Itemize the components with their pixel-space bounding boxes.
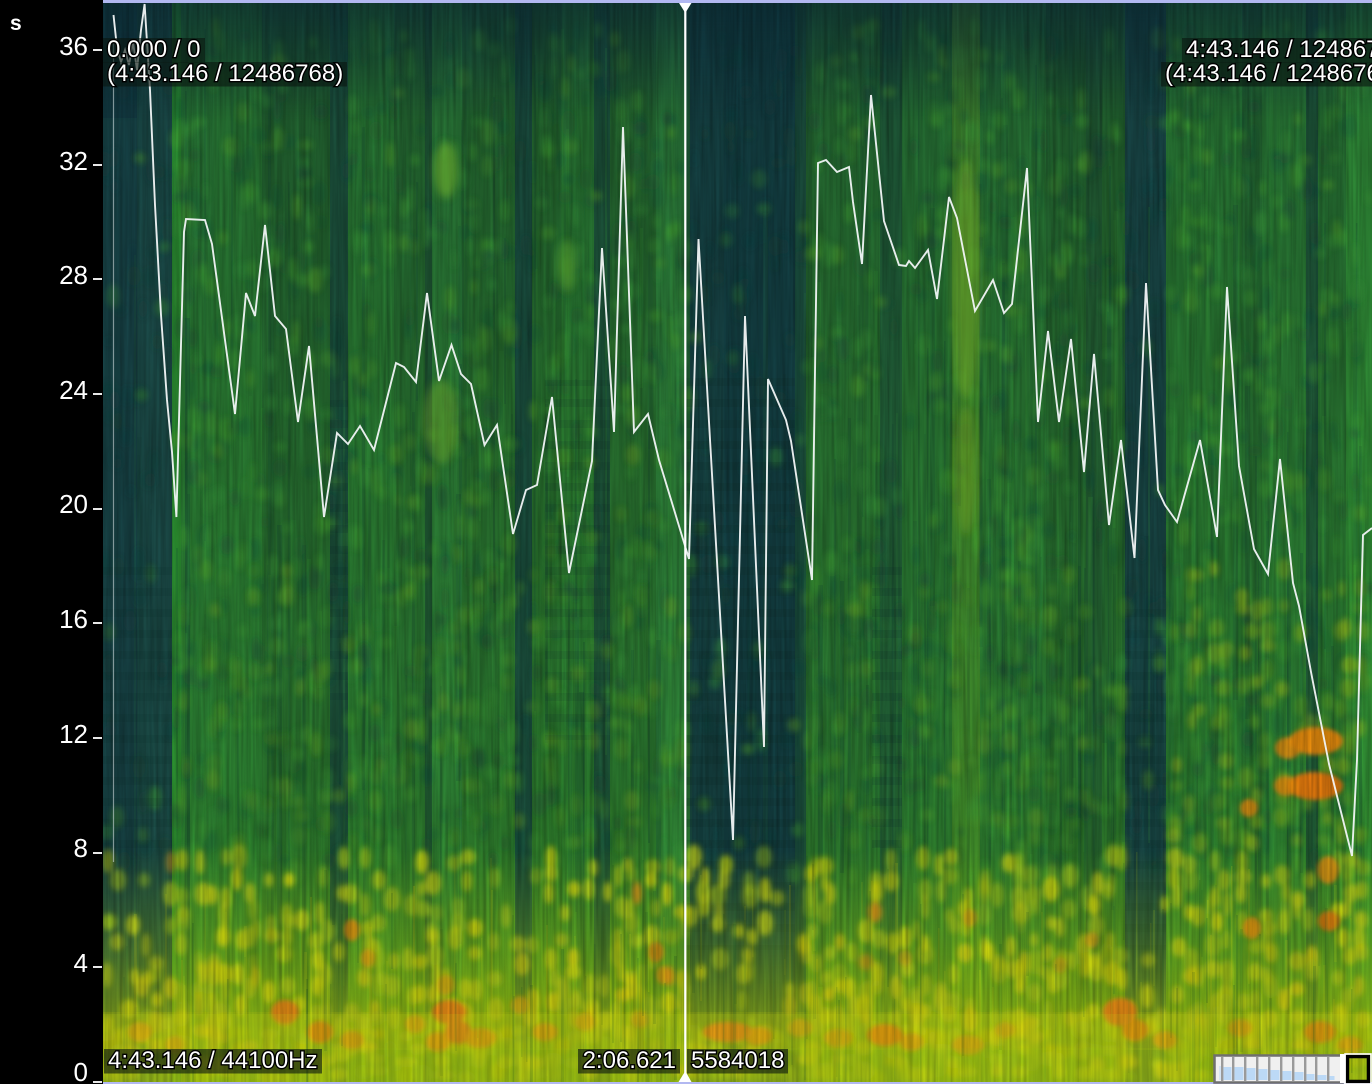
svg-text:(4:43.146 / 12486768): (4:43.146 / 12486768) <box>107 60 343 87</box>
svg-text:2:06.621: 2:06.621 <box>583 1047 676 1074</box>
svg-text:32: 32 <box>59 146 88 176</box>
svg-text:28: 28 <box>59 260 88 290</box>
svg-text:s: s <box>10 12 22 35</box>
svg-text:12: 12 <box>59 719 88 749</box>
svg-text:0: 0 <box>74 1057 88 1084</box>
svg-text:0.000 / 0: 0.000 / 0 <box>107 36 200 63</box>
svg-text:4:43.146 / 44100Hz: 4:43.146 / 44100Hz <box>108 1047 318 1074</box>
svg-text:4: 4 <box>74 948 88 978</box>
svg-text:(4:43.146 / 12486768): (4:43.146 / 12486768) <box>1165 60 1372 87</box>
svg-text:16: 16 <box>59 604 88 634</box>
svg-text:20: 20 <box>59 489 88 519</box>
svg-text:5584018: 5584018 <box>691 1047 784 1074</box>
svg-text:36: 36 <box>59 31 88 61</box>
svg-text:24: 24 <box>59 375 88 405</box>
svg-text:4:43.146 / 12486768: 4:43.146 / 12486768 <box>1186 36 1372 63</box>
svg-text:8: 8 <box>74 833 88 863</box>
